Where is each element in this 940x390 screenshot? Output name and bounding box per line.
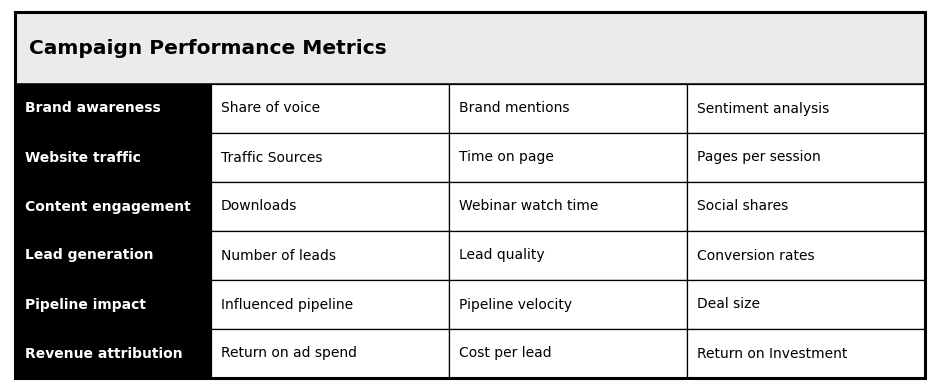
Text: Social shares: Social shares <box>697 200 788 213</box>
Bar <box>687 231 925 280</box>
Bar <box>15 12 925 84</box>
Text: Influenced pipeline: Influenced pipeline <box>221 298 352 312</box>
Bar <box>211 133 448 182</box>
Bar <box>448 182 687 231</box>
Bar <box>448 329 687 378</box>
Text: Number of leads: Number of leads <box>221 248 336 262</box>
Bar <box>448 84 687 133</box>
Text: Brand mentions: Brand mentions <box>459 101 570 115</box>
Bar <box>211 329 448 378</box>
Text: Downloads: Downloads <box>221 200 297 213</box>
Bar <box>15 84 211 133</box>
Text: Pages per session: Pages per session <box>697 151 821 165</box>
Bar <box>15 182 211 231</box>
Text: Campaign Performance Metrics: Campaign Performance Metrics <box>29 39 386 57</box>
Bar <box>448 280 687 329</box>
Text: Return on Investment: Return on Investment <box>697 346 847 360</box>
Text: Lead generation: Lead generation <box>25 248 153 262</box>
Bar <box>448 231 687 280</box>
Bar <box>211 280 448 329</box>
Text: Brand awareness: Brand awareness <box>25 101 161 115</box>
Text: Pipeline velocity: Pipeline velocity <box>459 298 572 312</box>
Text: Pipeline impact: Pipeline impact <box>25 298 146 312</box>
Text: Deal size: Deal size <box>697 298 760 312</box>
Text: Webinar watch time: Webinar watch time <box>459 200 598 213</box>
Bar <box>15 231 211 280</box>
Bar <box>15 329 211 378</box>
Bar <box>687 84 925 133</box>
Bar <box>15 133 211 182</box>
Bar <box>687 329 925 378</box>
Bar <box>448 133 687 182</box>
Text: Lead quality: Lead quality <box>459 248 544 262</box>
Text: Website traffic: Website traffic <box>25 151 141 165</box>
Bar <box>15 280 211 329</box>
Text: Share of voice: Share of voice <box>221 101 320 115</box>
Text: Traffic Sources: Traffic Sources <box>221 151 322 165</box>
Bar <box>687 280 925 329</box>
Text: Content engagement: Content engagement <box>25 200 191 213</box>
Text: Revenue attribution: Revenue attribution <box>25 346 182 360</box>
Bar <box>687 133 925 182</box>
Bar <box>687 182 925 231</box>
Text: Conversion rates: Conversion rates <box>697 248 814 262</box>
Text: Time on page: Time on page <box>459 151 554 165</box>
Text: Sentiment analysis: Sentiment analysis <box>697 101 829 115</box>
Text: Return on ad spend: Return on ad spend <box>221 346 356 360</box>
Text: Cost per lead: Cost per lead <box>459 346 552 360</box>
Bar <box>211 182 448 231</box>
Bar <box>211 231 448 280</box>
Bar <box>211 84 448 133</box>
